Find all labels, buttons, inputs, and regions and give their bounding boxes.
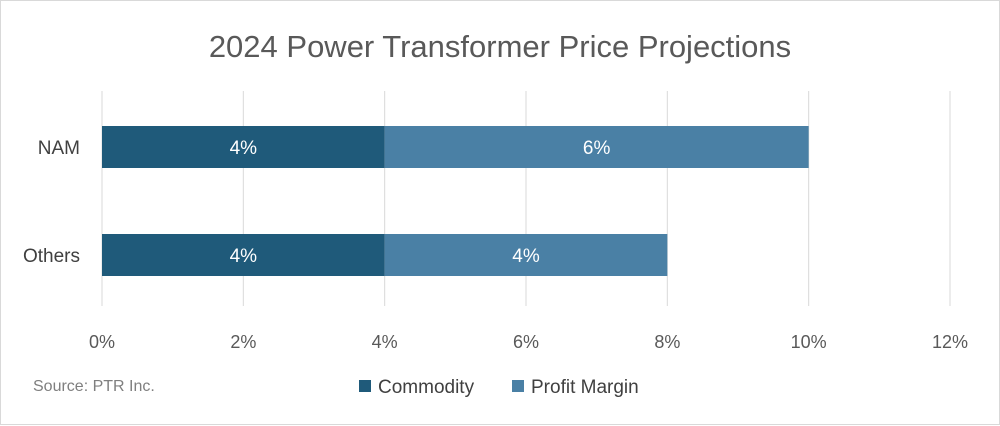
x-tick-label: 2%	[230, 332, 256, 352]
legend-swatch-profit-margin	[512, 380, 524, 392]
chart-title: 2024 Power Transformer Price Projections	[209, 29, 791, 64]
data-label: 4%	[230, 246, 258, 267]
data-label: 6%	[583, 138, 611, 159]
bar-commodity	[102, 126, 385, 168]
x-tick-label: 0%	[89, 332, 115, 352]
category-label: NAM	[38, 138, 80, 159]
bar-profit-margin	[384, 234, 668, 276]
data-labels: 4% 6% 4% 4%	[230, 138, 611, 267]
x-tick-label: 8%	[654, 332, 680, 352]
source-note: Source: PTR Inc.	[33, 378, 155, 395]
legend-label: Commodity	[378, 377, 475, 398]
x-tick-label: 4%	[372, 332, 398, 352]
data-label: 4%	[230, 138, 258, 159]
x-tick-label: 10%	[791, 332, 827, 352]
x-tick-label: 6%	[513, 332, 539, 352]
bar-profit-margin	[384, 126, 809, 168]
data-label: 4%	[512, 246, 540, 267]
legend-label: Profit Margin	[531, 377, 639, 398]
category-label: Others	[23, 246, 80, 267]
legend-swatch-commodity	[359, 380, 371, 392]
x-tick-label: 12%	[932, 332, 968, 352]
bars	[102, 126, 809, 276]
axis-labels: 0% 2% 4% 6% 8% 10% 12% NAM Others	[23, 138, 968, 352]
bar-commodity	[102, 234, 385, 276]
legend: Commodity Profit Margin	[359, 377, 639, 398]
